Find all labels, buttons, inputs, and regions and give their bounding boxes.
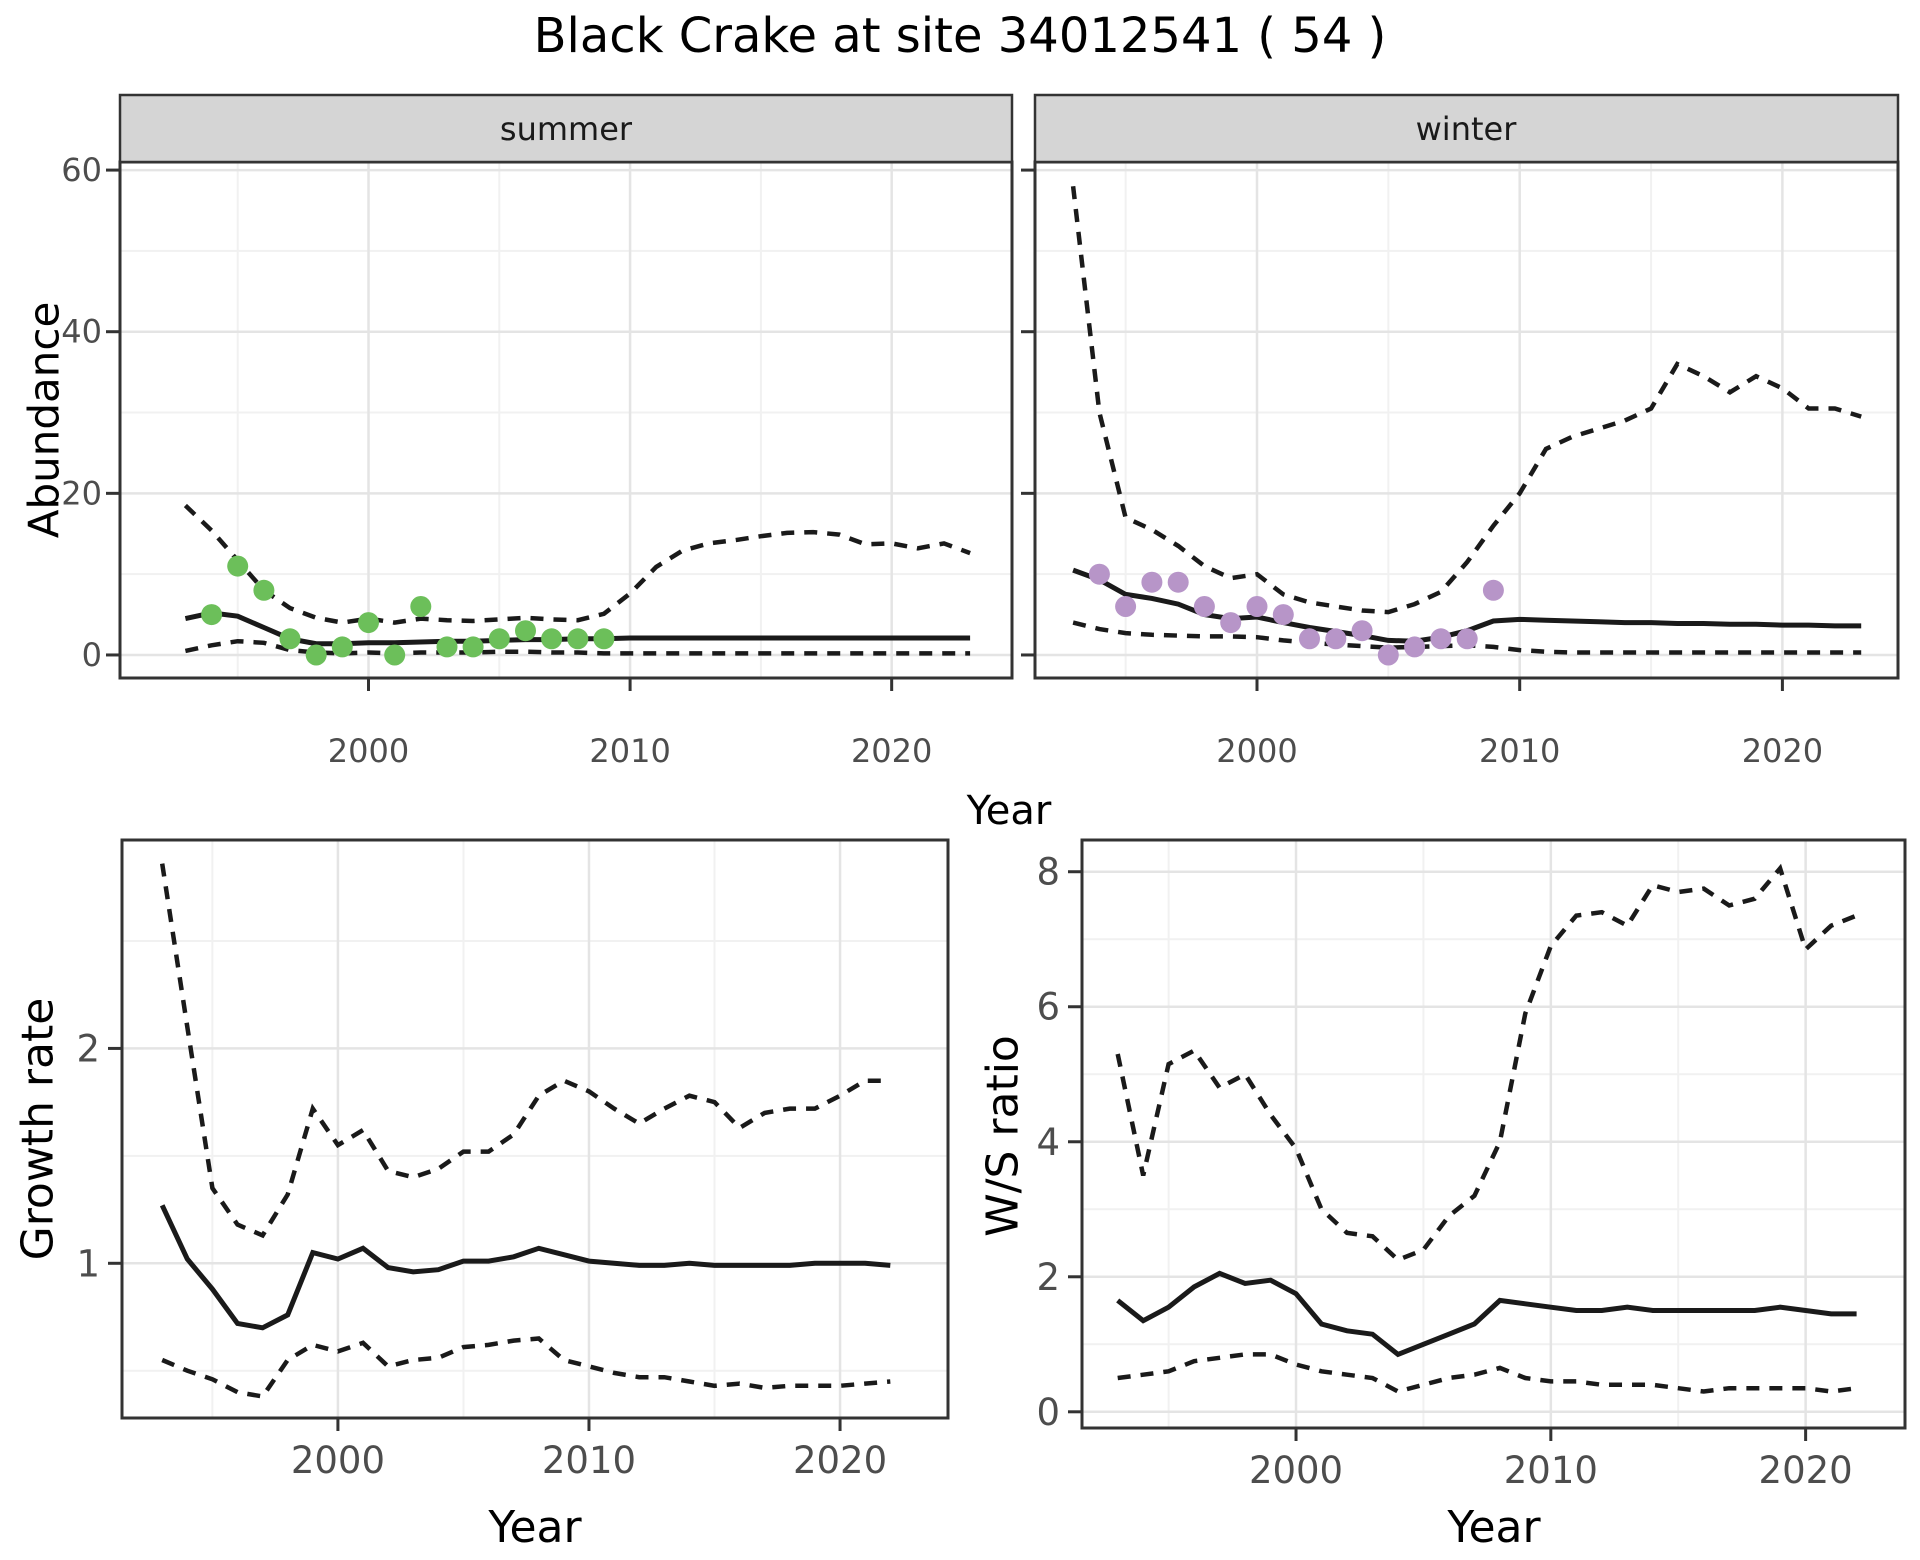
data-point — [384, 644, 406, 666]
facet-strip — [118, 93, 1014, 164]
panel-winter: 2000 2010 2020 — [1021, 93, 1900, 770]
x-tick-label: 2000 — [1216, 732, 1297, 770]
facet-strip — [1033, 93, 1900, 164]
panel-summer: 2000 2010 2020 0 20 40 60 — [61, 93, 1014, 770]
data-point — [253, 579, 275, 601]
y-tick-label: 8 — [1036, 851, 1060, 894]
data-point — [1430, 628, 1452, 650]
y-tick-label: 40 — [61, 313, 102, 351]
lower_ci-line — [161, 1336, 891, 1399]
x-tick-label: 2020 — [1742, 732, 1823, 770]
y-tick-label: 0 — [82, 636, 102, 674]
data-point — [1351, 620, 1373, 642]
x-tick-label: 2000 — [291, 1439, 385, 1482]
data-point — [331, 636, 353, 658]
data-point — [1325, 628, 1347, 650]
x-tick-label: 2000 — [328, 732, 409, 770]
y-tick-label: 20 — [61, 474, 102, 512]
panel-background — [120, 162, 1012, 678]
lower_ci-line — [184, 638, 971, 656]
data-point — [593, 628, 615, 650]
data-point — [279, 628, 301, 650]
median-line — [159, 1204, 891, 1331]
panel-border — [1080, 838, 1907, 1430]
x-tick-label: 2020 — [793, 1439, 887, 1482]
data-point — [515, 620, 536, 642]
data-point — [1456, 628, 1478, 650]
x-tick-label: 2010 — [589, 732, 670, 770]
data-point — [1167, 571, 1189, 593]
data-point — [1246, 596, 1268, 617]
x-tick-label: 2010 — [542, 1439, 636, 1482]
upper_ci-line — [159, 863, 891, 1239]
y-tick-label: 0 — [1036, 1391, 1060, 1434]
data-point — [1482, 579, 1504, 601]
data-point — [1141, 571, 1163, 593]
panel-background — [1082, 840, 1905, 1428]
median-line — [1116, 1270, 1857, 1358]
data-point — [1115, 596, 1137, 617]
y-tick-label: 6 — [1036, 986, 1060, 1029]
data-point — [1220, 612, 1242, 634]
x-tick-label: 2000 — [1249, 1449, 1343, 1492]
x-tick-label: 2010 — [1504, 1449, 1598, 1492]
data-point — [436, 636, 458, 658]
upper_ci-line — [183, 503, 971, 625]
data-point — [488, 628, 510, 650]
data-point — [358, 612, 379, 634]
y-tick-label: 2 — [1036, 1256, 1060, 1299]
upper_ci-line — [1115, 863, 1858, 1263]
series-group — [1115, 863, 1858, 1394]
x-tick-label: 2010 — [1479, 732, 1560, 770]
data-point — [201, 604, 223, 626]
observed_counts_summer-group — [201, 555, 615, 666]
x-tick-label: 2020 — [851, 732, 932, 770]
panel-w-s-ratio: 2000 2010 2020 0 2 4 6 8 — [1036, 838, 1907, 1492]
data-point — [462, 636, 484, 658]
data-point — [541, 628, 563, 650]
upper_ci-line — [1070, 185, 1862, 615]
series-group — [159, 863, 891, 1399]
data-point — [567, 628, 589, 650]
data-point — [410, 596, 432, 617]
data-point — [305, 644, 327, 666]
data-point — [1299, 628, 1320, 650]
data-point — [1272, 604, 1294, 626]
panel-background — [122, 840, 948, 1418]
data-point — [1193, 596, 1215, 617]
data-point — [1088, 563, 1110, 585]
y-tick-label: 2 — [76, 1027, 100, 1070]
data-point — [227, 555, 249, 577]
data-point — [1404, 636, 1426, 658]
y-tick-label: 4 — [1036, 1121, 1060, 1164]
x-tick-label: 2020 — [1759, 1449, 1853, 1492]
observed_counts_winter-group — [1088, 563, 1504, 666]
panel-growth-rate: 2000 2010 2020 1 2 — [76, 838, 950, 1482]
panel-border — [120, 838, 950, 1420]
data-point — [1377, 644, 1399, 666]
lower_ci-line — [1117, 1352, 1857, 1394]
y-tick-label: 1 — [76, 1242, 100, 1285]
y-tick-label: 60 — [61, 151, 102, 189]
